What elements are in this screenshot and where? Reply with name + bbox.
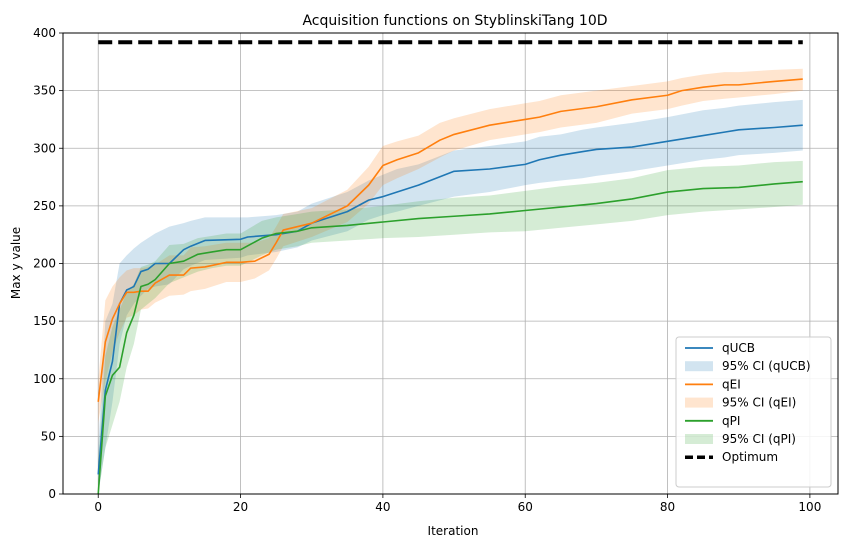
series-lines [97,78,803,495]
ci-band-qei [98,68,803,423]
y-tick-label: 250 [33,199,56,213]
legend-label: 95% CI (qUCB) [722,359,811,373]
series-line-qpi [97,180,803,495]
legend-box [675,336,832,488]
legend-label: qUCB [722,341,755,355]
series-line-qei [97,78,803,402]
legend-label: 95% CI (qEI) [722,396,796,410]
x-tick-label: 80 [660,500,675,514]
x-tick-label: 20 [233,500,248,514]
chart-title: Acquisition functions on StyblinskiTang … [302,13,607,29]
y-tick-label: 300 [33,141,56,155]
series-line-qucb [97,124,803,475]
legend-label: qPI [722,414,740,428]
y-axis: 0 50 100 150 200 250 300 350 400 [33,26,63,501]
legend-label: 95% CI (qPI) [722,432,796,446]
x-tick-label: 40 [375,500,390,514]
legend-label: Optimum [722,450,778,464]
x-axis-label: Iteration [428,524,479,538]
y-tick-label: 150 [33,314,56,328]
x-tick-label: 0 [94,500,102,514]
y-axis-label: Max y value [9,227,23,299]
legend-label: qEI [722,377,741,391]
y-tick-label: 200 [33,257,56,271]
legend: qUCB 95% CI (qUCB) qEI 95% CI (qEI) qPI 95% C… [675,336,832,488]
y-tick-label: 400 [33,26,56,40]
legend-swatch-patch [685,397,713,408]
y-tick-label: 50 [41,429,56,443]
legend-swatch-patch [685,361,713,372]
x-tick-label: 60 [518,500,533,514]
x-tick-label: 100 [798,500,821,514]
x-axis: 0 20 40 60 80 100 [94,494,821,514]
legend-swatch-patch [685,434,713,444]
ci-band-qucb [98,99,803,494]
y-tick-label: 0 [48,487,56,501]
y-tick-label: 350 [33,84,56,98]
y-tick-label: 100 [33,372,56,386]
